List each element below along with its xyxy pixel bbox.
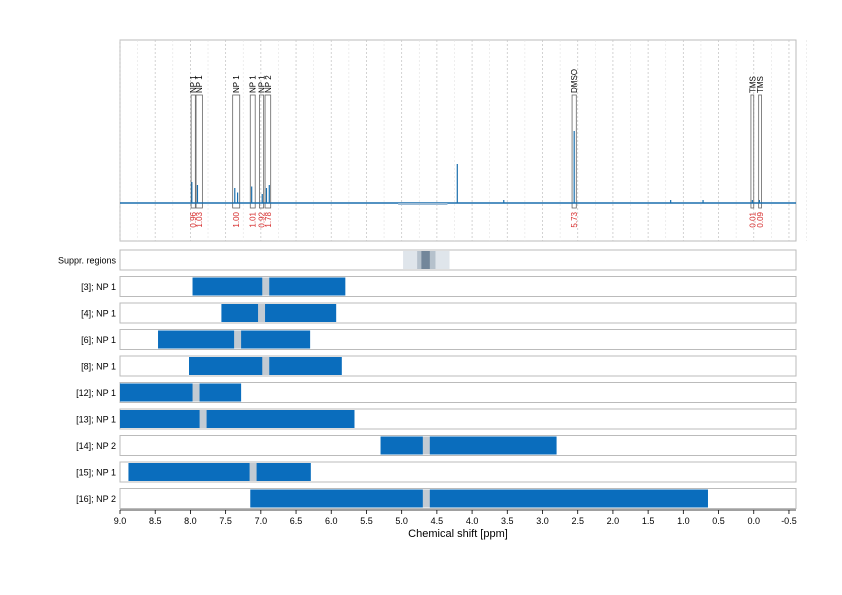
row-label: [16]; NP 2	[76, 494, 116, 504]
integral-label: 0.09	[756, 211, 765, 227]
region-box	[249, 94, 256, 209]
range-bar	[158, 330, 311, 349]
bar-rows: Suppr. regions [3]; NP 1 [4]; NP 1 [6]; NP …	[58, 249, 797, 509]
x-tick-label: 8.0	[184, 516, 197, 526]
integral-label: 0.96	[189, 211, 198, 227]
suppression-inner	[421, 251, 430, 269]
row-label: [4]; NP 1	[81, 309, 116, 319]
x-tick-label: 7.0	[255, 516, 268, 526]
x-axis: 9.0 8.5 8.0 7.5 7.0 6.5 6.0 5.5 5.0 4.5 4.0 3.5 3.0 2…	[114, 509, 797, 526]
x-tick-label: 4.0	[466, 516, 479, 526]
x-tick-label: 0.0	[747, 516, 760, 526]
x-tick-label: 1.0	[677, 516, 690, 526]
row-label: [8]; NP 1	[81, 362, 116, 372]
x-tick-label: 4.5	[431, 516, 444, 526]
row-label: [15]; NP 1	[76, 468, 116, 478]
region-label: NP 1	[249, 75, 258, 93]
row-frame	[119, 249, 797, 271]
x-axis-label: Chemical shift [ppm]	[408, 528, 508, 540]
integral-label: 1.01	[249, 211, 258, 227]
region-box	[190, 94, 196, 209]
range-marker	[258, 304, 266, 322]
x-tick-label: 0.5	[712, 516, 725, 526]
range-marker	[422, 436, 430, 455]
x-tick-label: -0.5	[781, 516, 797, 526]
integral-label: 0.92	[258, 211, 267, 227]
x-tick-label: 5.0	[395, 516, 408, 526]
region-box	[750, 94, 755, 209]
x-tick-label: 1.5	[642, 516, 655, 526]
range-marker	[249, 463, 257, 481]
x-tick-label: 2.0	[607, 516, 620, 526]
x-tick-label: 6.0	[325, 516, 338, 526]
range-bar	[221, 304, 337, 322]
x-tick-label: 8.5	[149, 516, 162, 526]
region-box	[259, 94, 265, 209]
region-label: TMS	[756, 76, 765, 93]
range-marker	[262, 277, 270, 296]
range-marker	[192, 383, 200, 402]
integral-label: 5.73	[570, 211, 579, 227]
region-label: NP 1	[189, 75, 198, 93]
row-label: [14]; NP 2	[76, 441, 116, 451]
region-label: NP 1	[232, 75, 241, 93]
integral-label: 0.01	[748, 211, 757, 227]
row-label: [3]; NP 1	[81, 282, 116, 292]
region-label: NP 2	[264, 75, 273, 93]
range-marker	[422, 489, 430, 508]
region-box	[232, 94, 241, 209]
x-tick-label: 6.5	[290, 516, 303, 526]
range-bar	[120, 410, 355, 428]
range-bar	[250, 489, 708, 508]
range-marker	[199, 410, 207, 428]
spectrum-frame	[119, 39, 797, 242]
region-label: NP 1	[258, 75, 267, 93]
row-label: [6]; NP 1	[81, 335, 116, 345]
x-tick-label: 7.5	[219, 516, 232, 526]
region-box	[758, 94, 762, 209]
range-bar	[120, 383, 242, 402]
x-tick-label: 2.5	[571, 516, 584, 526]
integral-label: 1.78	[264, 211, 273, 227]
region-label: NP 1	[195, 75, 204, 93]
x-tick-label: 3.5	[501, 516, 514, 526]
region-box	[195, 94, 203, 209]
x-tick-label: 5.5	[360, 516, 373, 526]
region-label: DMSO	[570, 69, 579, 93]
region-box	[571, 94, 577, 209]
row-label: [12]; NP 1	[76, 388, 116, 398]
integral-label: 1.03	[195, 211, 204, 227]
region-box	[264, 94, 272, 209]
integral-label: 1.00	[232, 211, 241, 227]
row-label: [13]; NP 1	[76, 415, 116, 425]
range-marker	[262, 357, 270, 375]
spectrum-panel: NP 1 0.96 NP 1 1.03 NP 1 1.00 NP 1 1.01 NP 1 0.92…	[119, 39, 807, 242]
x-tick-label: 9.0	[114, 516, 127, 526]
range-bar	[128, 463, 311, 481]
range-marker	[234, 330, 242, 349]
row-label: Suppr. regions	[58, 256, 117, 266]
range-bar	[380, 436, 557, 455]
x-tick-label: 3.0	[536, 516, 549, 526]
region-label: TMS	[748, 76, 757, 93]
